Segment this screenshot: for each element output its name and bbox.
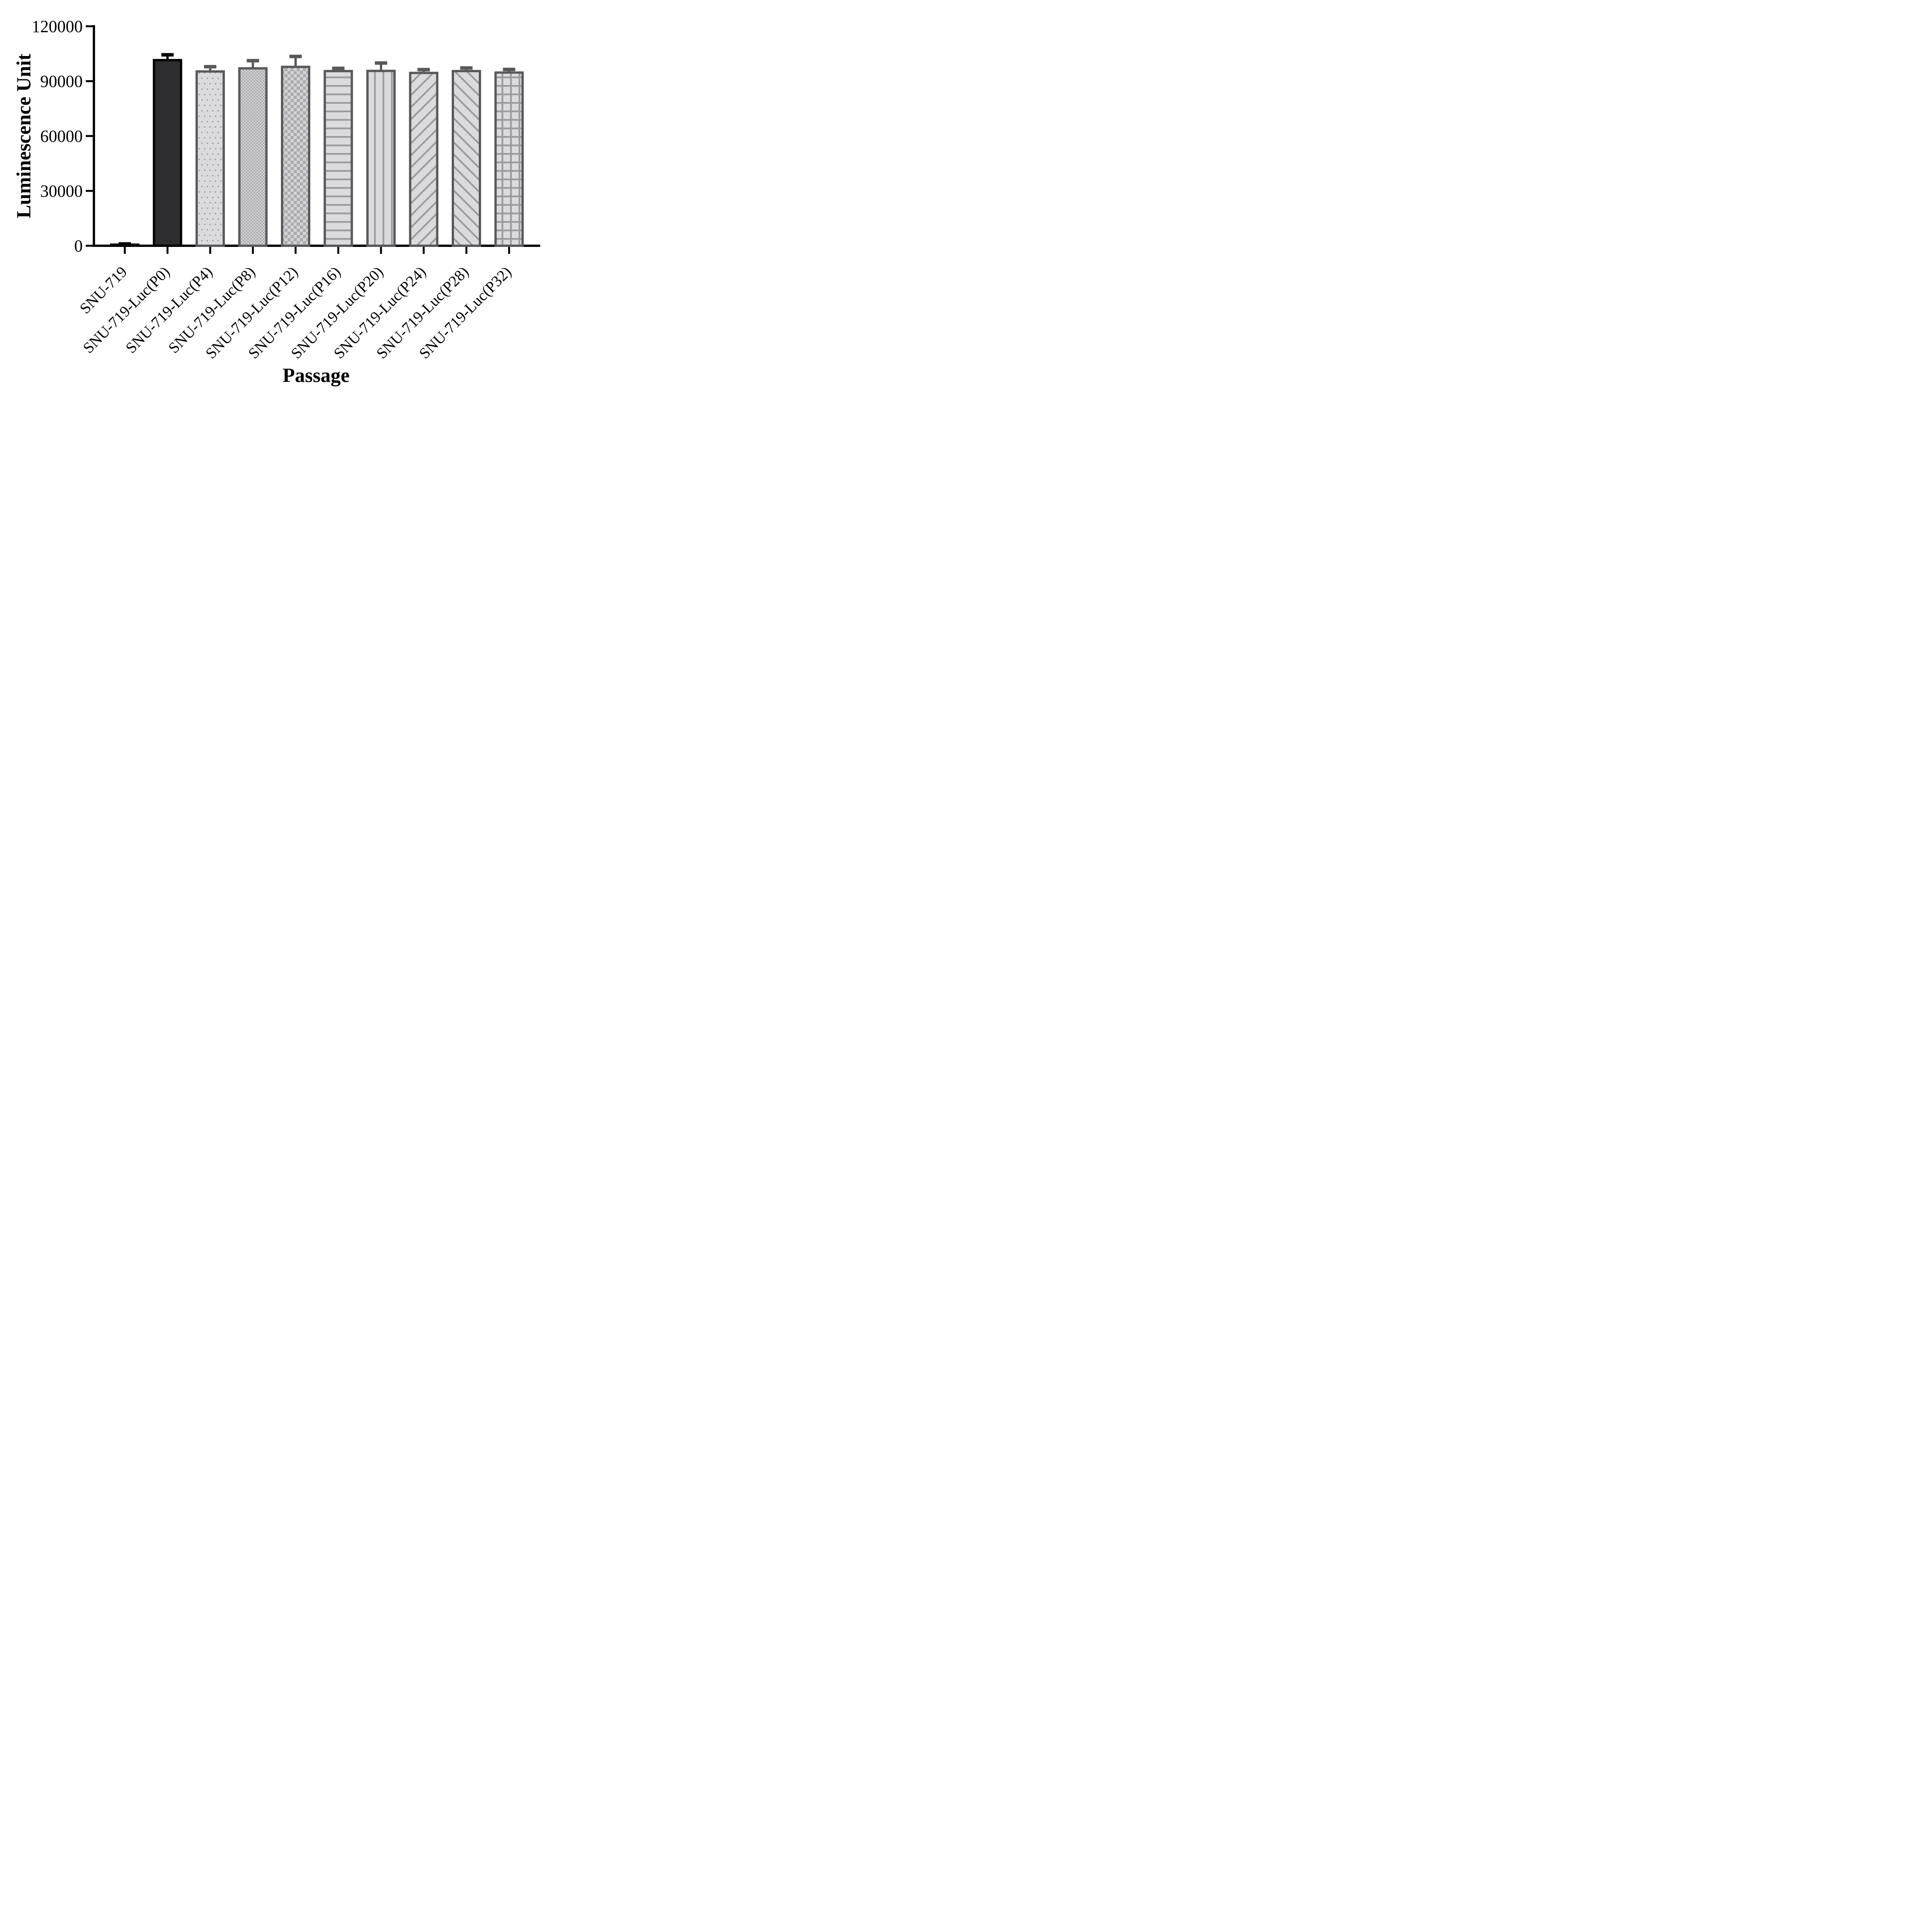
axes-layer: [86, 25, 540, 254]
bar-SNU-719-Luc(P12): [281, 66, 310, 247]
error-bar-stem: [294, 56, 297, 68]
error-bar-stem: [465, 68, 468, 72]
bar-SNU-719-Luc(P24): [409, 71, 439, 247]
error-bar-cap: [460, 66, 473, 70]
y-tick: [86, 25, 93, 27]
error-bar-stem: [508, 69, 510, 73]
y-tick-label: 90000: [40, 72, 83, 91]
y-tick-label: 60000: [40, 127, 83, 146]
x-tick: [124, 247, 126, 254]
error-bar-cap: [289, 54, 302, 58]
error-bar-cap: [161, 53, 174, 57]
bar-chart-figure: Luminescence Unit: [0, 0, 564, 394]
error-bar-cap: [375, 61, 387, 65]
y-axis-line: [93, 25, 95, 247]
error-bar-cap: [417, 68, 430, 71]
error-bar-cap: [332, 66, 345, 70]
y-tick: [86, 80, 93, 82]
x-tick: [252, 247, 254, 254]
error-bar-stem: [252, 60, 254, 69]
bar-SNU-719-Luc(P8): [238, 67, 268, 247]
bar-SNU-719-Luc(P0): [153, 59, 182, 247]
y-tick: [86, 135, 93, 137]
bars-layer: [110, 53, 524, 247]
error-bar-stem: [422, 70, 425, 74]
error-bar-cap: [503, 68, 515, 71]
bar-SNU-719-Luc(P20): [366, 70, 396, 247]
y-tick-label: 0: [74, 236, 83, 255]
bar-SNU-719-Luc(P28): [452, 70, 481, 247]
x-axis-title: Passage: [282, 364, 350, 387]
labels-layer: 0300006000090000120000SNU-719SNU-719-Luc…: [32, 17, 515, 362]
bar-SNU-719-Luc(P4): [196, 70, 225, 247]
bar-SNU-719-Luc(P16): [323, 70, 353, 247]
x-tick: [209, 247, 211, 254]
x-axis-line: [93, 245, 540, 247]
x-tick: [465, 247, 468, 254]
x-tick: [294, 247, 297, 254]
x-tick: [423, 247, 425, 254]
error-bar-stem: [209, 66, 211, 72]
error-bar-cap: [204, 65, 216, 69]
y-axis-title: Luminescence Unit: [13, 53, 35, 219]
error-bar-stem: [166, 54, 169, 61]
y-tick: [86, 245, 93, 247]
x-tick: [167, 247, 168, 254]
x-tick: [380, 247, 382, 254]
y-tick-label: 120000: [32, 17, 83, 36]
y-tick-label: 30000: [40, 182, 83, 201]
y-tick: [86, 190, 93, 192]
x-tick: [508, 247, 510, 254]
bar-SNU-719-Luc(P32): [494, 71, 524, 247]
error-bar-stem: [380, 63, 382, 72]
bar-SNU-719: [110, 243, 139, 247]
x-tick: [337, 247, 339, 254]
chart-canvas: 0300006000090000120000SNU-719SNU-719-Luc…: [32, 17, 540, 362]
error-bar-cap: [247, 59, 259, 63]
